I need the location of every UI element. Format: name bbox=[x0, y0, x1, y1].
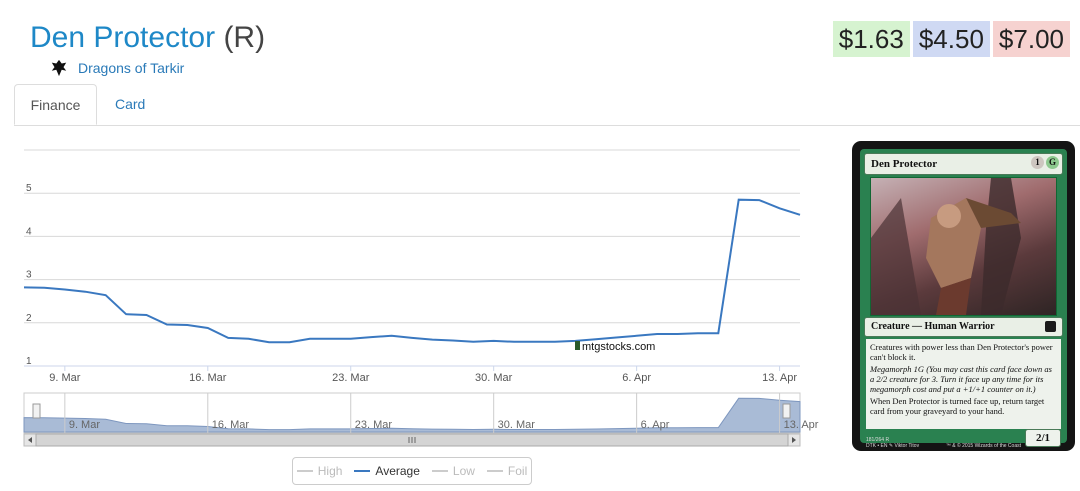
watermark: mtgstocks.com bbox=[575, 341, 655, 353]
legend-swatch bbox=[296, 470, 313, 472]
dragons-of-tarkir-set-icon bbox=[51, 59, 67, 77]
rules-text-line: Megamorph 1G (You may cast this card fac… bbox=[870, 364, 1052, 394]
chart-navigator[interactable]: 9. Mar 16. Mar 23. Mar 30. Mar 6. Apr 13. Apr bbox=[23, 392, 819, 434]
navigator-area bbox=[23, 397, 801, 433]
page-title: Den Protector (R) bbox=[30, 18, 265, 58]
legend-swatch bbox=[486, 470, 503, 472]
scroll-right-arrow-icon[interactable] bbox=[792, 437, 796, 443]
navigator-handle-right[interactable] bbox=[782, 403, 791, 419]
watermark-text: mtgstocks.com bbox=[582, 341, 655, 353]
legend-item-high[interactable]: High bbox=[296, 464, 343, 478]
card-art bbox=[870, 177, 1057, 316]
set-row: Dragons of Tarkir bbox=[50, 58, 184, 78]
legend-label: Average bbox=[375, 464, 420, 478]
x-tick-label: 30. Mar bbox=[475, 372, 513, 384]
chart-y-axis-labels: 1 2 3 4 5 bbox=[26, 183, 32, 367]
tab-card[interactable]: Card bbox=[115, 96, 146, 112]
card-collector-footer: 181/264 R DTK • EN ✎ Viktor Titov bbox=[866, 437, 1016, 449]
rules-text-line: Creatures with power less than Den Prote… bbox=[870, 342, 1053, 362]
legend-label: Low bbox=[452, 464, 475, 478]
card-set-symbol-icon bbox=[1045, 321, 1056, 332]
card-rarity: (R) bbox=[223, 21, 266, 54]
series-average-line bbox=[23, 198, 801, 344]
watermark-icon bbox=[575, 341, 580, 350]
card-art-illustration bbox=[871, 178, 1021, 315]
scroll-left-arrow-icon[interactable] bbox=[28, 437, 32, 443]
navigator-tick-label: 9. Mar bbox=[69, 419, 101, 431]
navigator-tick-label: 23. Mar bbox=[355, 419, 393, 431]
card-image-name: Den Protector bbox=[871, 158, 938, 170]
rules-text-line: When Den Protector is turned face up, re… bbox=[870, 396, 1045, 416]
legend-item-foil[interactable]: Foil bbox=[486, 464, 528, 478]
navigator-scrollbar[interactable] bbox=[23, 433, 801, 447]
card-image: Den Protector 1 G Creature — Human Warri… bbox=[852, 141, 1075, 451]
card-mana-cost: 1 G bbox=[1029, 156, 1059, 169]
price-low-badge: $1.63 bbox=[832, 21, 910, 57]
mana-symbol-green: G bbox=[1046, 156, 1059, 169]
legend-label: High bbox=[317, 464, 343, 478]
navigator-labels: 9. Mar 16. Mar 23. Mar 30. Mar 6. Apr 13. Apr bbox=[69, 419, 819, 431]
navigator-tick-label: 16. Mar bbox=[212, 419, 250, 431]
card-collector-number: 181/264 R bbox=[866, 437, 890, 443]
mana-symbol-generic: 1 bbox=[1031, 156, 1044, 169]
price-chart: 1 2 3 4 5 9. Mar 16. Mar 23. Mar 30. Mar 6. Apr 1… bbox=[23, 149, 819, 447]
tab-bar: Finance Card bbox=[14, 84, 1080, 126]
price-high-badge: $7.00 bbox=[992, 21, 1070, 57]
card-image-name-bar: Den Protector 1 G bbox=[864, 153, 1063, 175]
card-rules-text: Creatures with power less than Den Prote… bbox=[866, 339, 1061, 429]
legend-item-average[interactable]: Average bbox=[354, 464, 420, 478]
y-tick-label: 4 bbox=[26, 226, 32, 237]
navigator-handle-left[interactable] bbox=[32, 403, 41, 419]
legend-swatch bbox=[354, 470, 371, 472]
y-tick-label: 1 bbox=[26, 356, 32, 367]
card-type-line: Creature — Human Warrior bbox=[871, 321, 995, 332]
legend-label: Foil bbox=[507, 464, 528, 478]
x-tick-label: 23. Mar bbox=[332, 372, 370, 384]
legend-item-low[interactable]: Low bbox=[431, 464, 475, 478]
price-average-badge: $4.50 bbox=[912, 21, 990, 57]
tab-finance[interactable]: Finance bbox=[14, 84, 97, 125]
card-copyright: ™ & © 2015 Wizards of the Coast bbox=[945, 443, 1021, 449]
card-power-toughness: 2/1 bbox=[1025, 429, 1061, 447]
card-frame: Den Protector 1 G Creature — Human Warri… bbox=[860, 149, 1067, 449]
navigator-gridlines bbox=[64, 393, 781, 433]
y-tick-label: 2 bbox=[26, 313, 32, 324]
y-tick-label: 5 bbox=[26, 183, 32, 194]
card-type-line-bar: Creature — Human Warrior bbox=[864, 317, 1063, 337]
navigator-tick-label: 6. Apr bbox=[641, 419, 670, 431]
chart-gridlines bbox=[24, 149, 800, 324]
x-tick-label: 16. Mar bbox=[189, 372, 227, 384]
set-link[interactable]: Dragons of Tarkir bbox=[78, 60, 185, 76]
legend-swatch bbox=[431, 470, 448, 472]
chart-x-axis-labels: 9. Mar 16. Mar 23. Mar 30. Mar 6. Apr 13. Apr bbox=[49, 366, 797, 384]
price-badges: $1.63 $4.50 $7.00 bbox=[830, 21, 1070, 57]
card-set-line: DTK • EN ✎ Viktor Titov bbox=[866, 443, 920, 449]
navigator-tick-label: 13. Apr bbox=[784, 419, 819, 431]
chart-legend: High Average Low Foil bbox=[292, 457, 532, 485]
y-tick-label: 3 bbox=[26, 270, 32, 281]
x-tick-label: 13. Apr bbox=[762, 372, 797, 384]
x-tick-label: 9. Mar bbox=[49, 372, 81, 384]
card-name: Den Protector bbox=[30, 21, 216, 54]
x-tick-label: 6. Apr bbox=[622, 372, 651, 384]
navigator-tick-label: 30. Mar bbox=[498, 419, 536, 431]
